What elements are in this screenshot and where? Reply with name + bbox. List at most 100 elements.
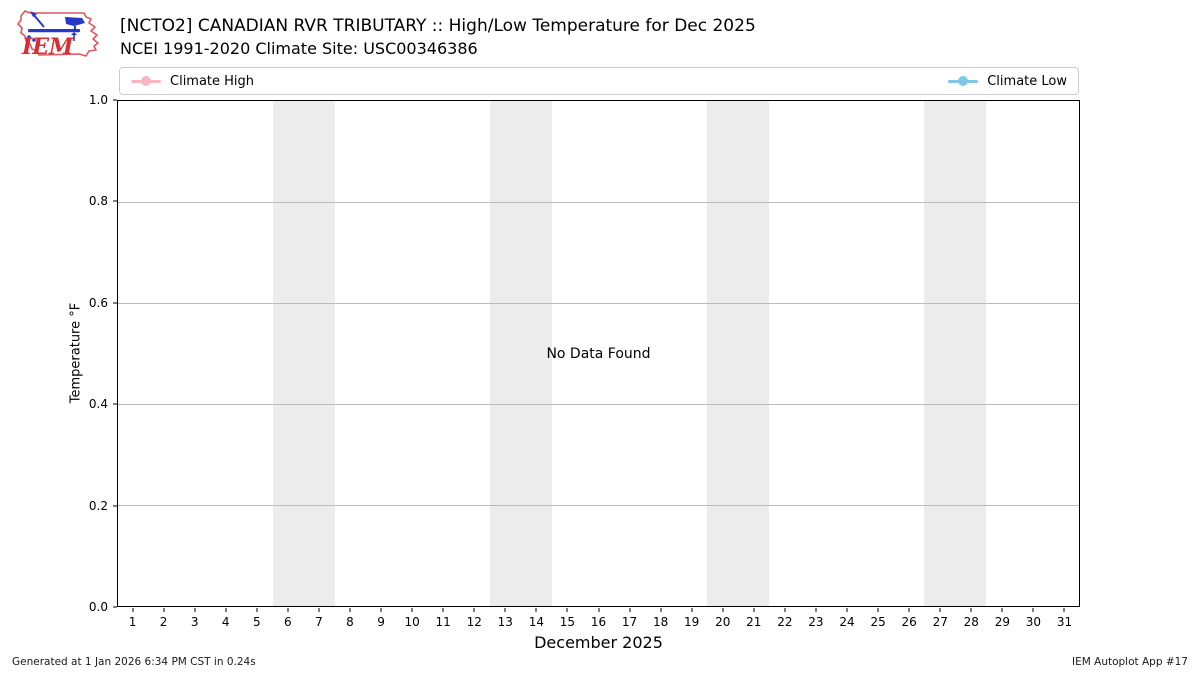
chart-title: [NCTO2] CANADIAN RVR TRIBUTARY :: High/L… xyxy=(120,16,756,36)
y-tick-mark xyxy=(113,606,117,608)
y-tick-label: 0.4 xyxy=(88,397,108,412)
x-tick-mark xyxy=(566,608,568,612)
x-tick-label: 1 xyxy=(128,615,137,629)
x-tick-label: 29 xyxy=(994,615,1010,629)
x-tick-label: 19 xyxy=(684,615,700,629)
x-tick-label: 9 xyxy=(377,615,385,629)
x-tick-label: 31 xyxy=(1056,615,1073,629)
y-tick-mark xyxy=(113,403,117,405)
x-tick-label: 11 xyxy=(435,615,451,629)
x-tick-label: 21 xyxy=(746,615,762,629)
legend-label-climate-low: Climate Low xyxy=(987,73,1067,89)
x-tick-label: 3 xyxy=(190,615,199,629)
gridline xyxy=(118,404,1079,405)
x-tick-mark xyxy=(1063,608,1065,612)
y-tick-mark xyxy=(113,505,117,507)
generated-timestamp: Generated at 1 Jan 2026 6:34 PM CST in 0… xyxy=(12,656,256,668)
x-tick-mark xyxy=(660,608,662,612)
climate-low-marker-icon xyxy=(958,76,969,86)
x-tick-label: 6 xyxy=(284,615,292,629)
y-tick-mark xyxy=(113,302,117,304)
x-tick-mark xyxy=(535,608,537,612)
x-tick-mark xyxy=(970,608,972,612)
x-tick-mark xyxy=(287,608,289,612)
x-tick-mark xyxy=(629,608,631,612)
iowa-outline-icon xyxy=(17,10,99,57)
x-tick-label: 20 xyxy=(715,615,731,629)
x-tick-label: 14 xyxy=(528,615,544,629)
climate-high-line-icon xyxy=(131,76,161,86)
legend-item-climate-low: Climate Low xyxy=(948,74,1067,89)
y-tick-label: 1.0 xyxy=(88,93,108,107)
x-tick-label: 28 xyxy=(963,615,979,629)
x-tick-label: 7 xyxy=(315,615,323,629)
x-tick-mark xyxy=(256,608,258,612)
x-tick-label: 25 xyxy=(870,615,886,629)
y-tick-label: 0.6 xyxy=(88,295,108,310)
x-tick-mark xyxy=(349,608,351,612)
x-tick-label: 17 xyxy=(621,615,638,629)
x-tick-label: 4 xyxy=(221,615,230,629)
x-tick-mark xyxy=(225,608,227,612)
x-tick-mark xyxy=(473,608,475,612)
x-tick-mark xyxy=(504,608,506,612)
x-tick-label: 23 xyxy=(808,615,824,629)
gridline xyxy=(118,202,1079,203)
legend-item-climate-high: Climate High xyxy=(131,74,254,89)
y-tick-mark xyxy=(113,200,117,202)
chart-subtitle: NCEI 1991-2020 Climate Site: USC00346386 xyxy=(120,39,478,58)
iem-logo-text: IEM xyxy=(21,34,74,60)
y-tick-mark xyxy=(113,99,117,101)
x-tick-mark xyxy=(598,608,599,612)
y-axis-label: Temperature °F xyxy=(68,302,84,404)
y-tick-label: 0.0 xyxy=(88,600,108,614)
legend: Climate High Climate Low xyxy=(119,67,1079,95)
x-tick-mark xyxy=(815,608,817,612)
no-data-message: No Data Found xyxy=(546,345,651,362)
x-tick-label: 2 xyxy=(159,615,168,629)
weekend-band xyxy=(273,101,335,606)
x-tick-label: 12 xyxy=(466,615,482,629)
x-tick-mark xyxy=(908,608,910,612)
climate-low-line-icon xyxy=(948,76,979,86)
y-tick-label: 0.8 xyxy=(88,194,108,209)
app-credit: IEM Autoplot App #17 xyxy=(1072,656,1188,668)
weekend-band xyxy=(924,101,986,606)
plot-area: No Data Found xyxy=(117,100,1080,607)
x-tick-mark xyxy=(318,608,320,612)
x-tick-mark xyxy=(846,608,848,612)
x-tick-mark xyxy=(691,608,693,612)
x-tick-label: 18 xyxy=(652,615,669,629)
legend-label-climate-high: Climate High xyxy=(170,73,255,89)
x-tick-label: 24 xyxy=(839,615,855,629)
x-tick-label: 15 xyxy=(559,615,576,629)
x-tick-label: 22 xyxy=(777,615,793,629)
x-tick-label: 10 xyxy=(404,615,420,629)
x-tick-label: 30 xyxy=(1025,615,1042,629)
x-tick-mark xyxy=(753,608,755,612)
x-tick-mark xyxy=(442,608,444,612)
x-tick-mark xyxy=(722,608,724,612)
x-tick-label: 13 xyxy=(497,615,513,629)
x-tick-label: 26 xyxy=(901,615,917,629)
x-tick-label: 27 xyxy=(932,615,948,629)
x-tick-mark xyxy=(784,608,786,612)
x-tick-mark xyxy=(132,608,134,612)
x-tick-mark xyxy=(877,608,879,612)
x-tick-mark xyxy=(1001,608,1003,612)
weekend-band xyxy=(707,101,769,606)
gridline xyxy=(118,505,1079,506)
weather-vane-icon xyxy=(27,11,85,42)
gridline xyxy=(118,303,1079,304)
x-tick-label: 8 xyxy=(346,615,354,629)
x-tick-mark xyxy=(163,608,165,612)
x-tick-label: 5 xyxy=(252,615,261,629)
y-tick-label: 0.2 xyxy=(88,498,108,513)
x-tick-mark xyxy=(411,608,413,612)
iem-logo: IEM xyxy=(17,10,99,60)
weekend-band xyxy=(490,101,552,606)
x-tick-mark xyxy=(380,608,382,612)
x-tick-mark xyxy=(194,608,196,612)
x-tick-mark xyxy=(939,608,941,612)
